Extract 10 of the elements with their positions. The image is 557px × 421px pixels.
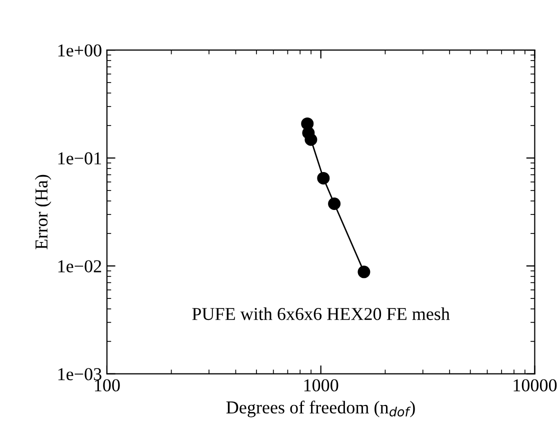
x-tick-label: 10000 <box>514 379 557 392</box>
y-tick-label: 1e+00 <box>58 44 102 57</box>
y-axis-title: Error (Ha) <box>34 174 52 250</box>
x-tick-label: 1000 <box>304 379 338 392</box>
annotation: PUFE with 6x6x6 HEX20 FE mesh <box>192 307 450 320</box>
y-tick-label: 1e−02 <box>58 260 102 272</box>
y-tick-label: 1e−01 <box>58 152 101 164</box>
y-tick-label: 1e−03 <box>58 368 102 380</box>
x-tick-label: 100 <box>94 379 120 392</box>
x-axis-title: Degrees of freedom (n$_{dof}$) <box>226 400 415 418</box>
